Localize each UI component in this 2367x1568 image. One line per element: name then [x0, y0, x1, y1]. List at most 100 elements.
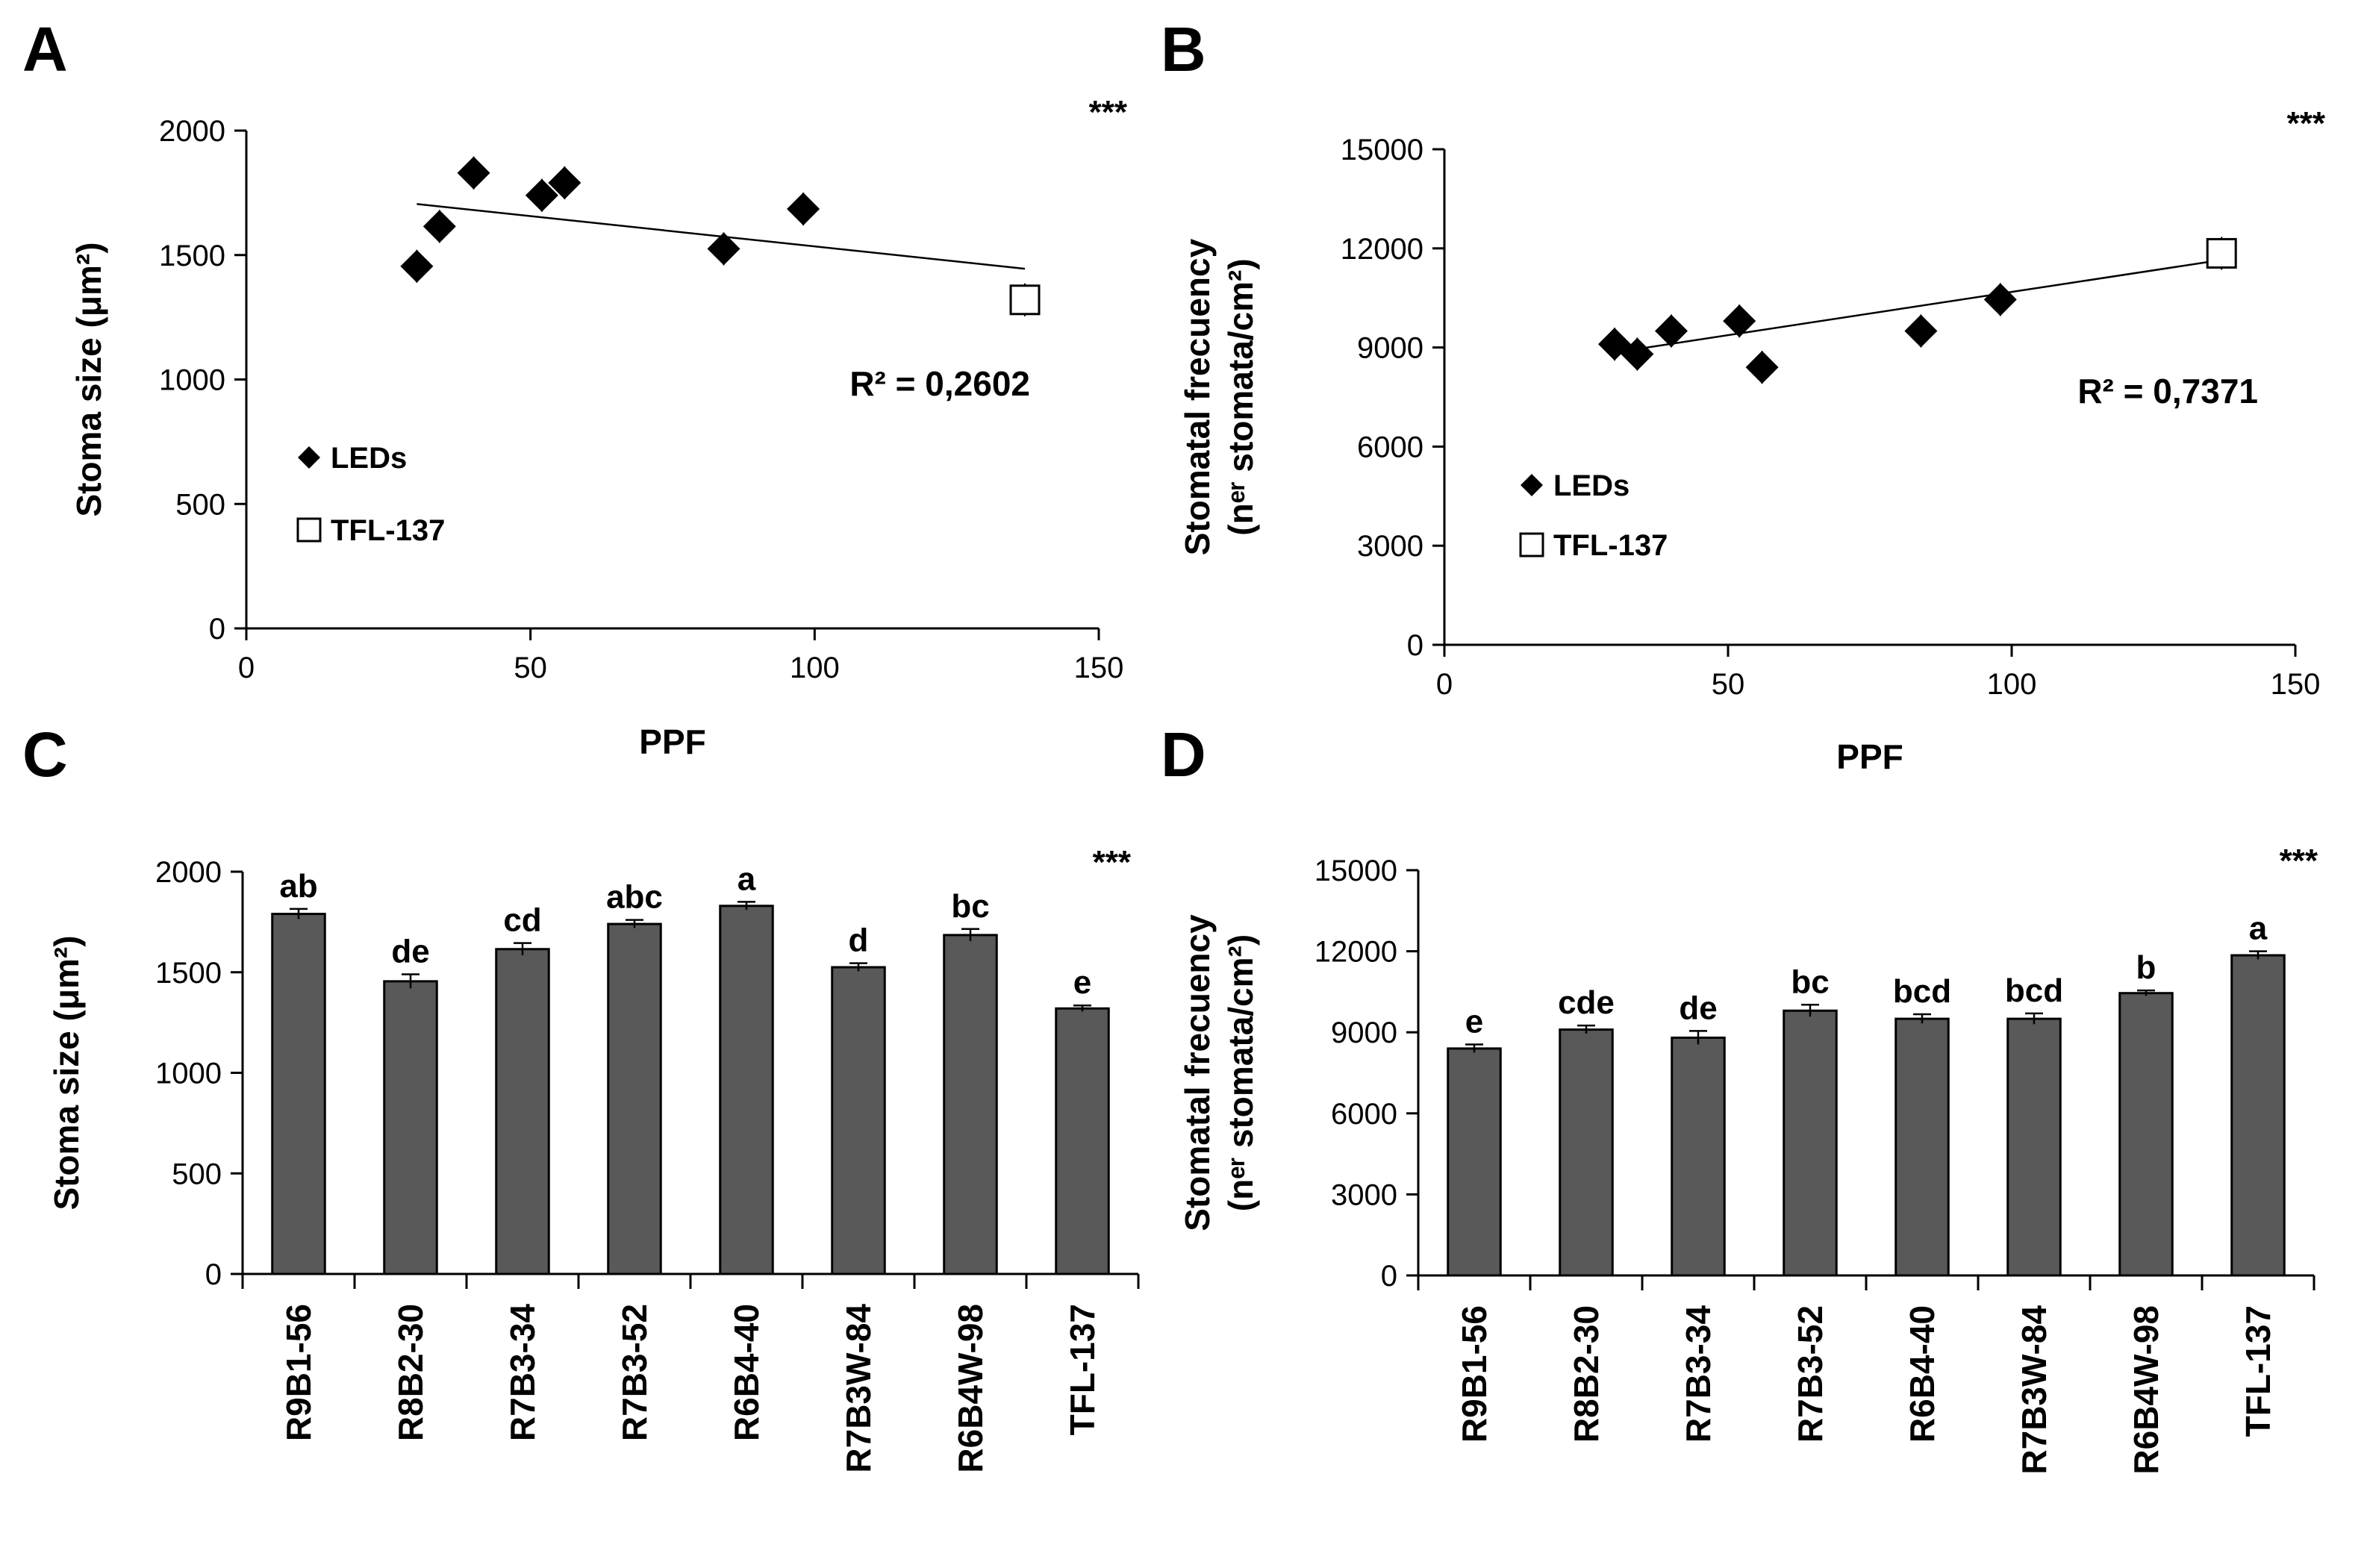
panel-letter: A: [22, 14, 68, 84]
legend-label: LEDs: [331, 442, 407, 475]
y-tick-label: 0: [209, 613, 225, 646]
category-label: R9B1-56: [279, 1304, 318, 1441]
bar: [2230, 954, 2286, 1277]
y-tick-label: 2000: [155, 856, 222, 889]
significance-letter: de: [1679, 990, 1717, 1026]
y-tick-label: 3000: [1331, 1178, 1397, 1211]
data-point-tfl-137: [1009, 284, 1041, 316]
bar: [1671, 1036, 1726, 1277]
data-point-leds: [1723, 304, 1756, 338]
bar: [719, 905, 774, 1275]
y-tick-label: 1000: [159, 364, 225, 397]
legend-label: TFL-137: [331, 514, 445, 547]
significance-letter: ab: [279, 868, 317, 905]
y-axis-title-line2: (nᵉʳ stomata/cm²): [1221, 934, 1260, 1211]
category-label: R7B3W-84: [839, 1304, 878, 1473]
significance-letter: bcd: [2005, 972, 2063, 1009]
y-tick-label: 12000: [1315, 936, 1397, 969]
bar: [495, 948, 550, 1275]
y-tick-label: 1500: [155, 957, 222, 990]
bar: [943, 934, 998, 1275]
y-tick-label: 500: [175, 488, 225, 521]
panel-c: C 0 500 1000 1500 2000 Stoma size (μm²) *** ab R9…: [22, 719, 1140, 1473]
category-label: R7B3-34: [503, 1304, 542, 1442]
panel-a: A 0 500 1000 1500 2000 Stoma size (μm²) *** 0 50 1…: [22, 14, 1128, 761]
bar: [1894, 1017, 1950, 1277]
significance-label: ***: [2280, 843, 2318, 879]
y-tick-label: 0: [1407, 629, 1423, 662]
y-tick-label: 15000: [1315, 855, 1397, 887]
significance-letter: bc: [951, 888, 989, 925]
y-axis-title: Stoma size (μm²): [47, 935, 86, 1210]
significance-label: ***: [1093, 844, 1132, 881]
data-point-leds: [1983, 283, 2017, 316]
x-tick-label: 150: [2271, 668, 2321, 701]
bar: [1055, 1007, 1110, 1275]
data-point-leds: [1904, 314, 1938, 348]
significance-letter: a: [2249, 910, 2268, 947]
bar: [2006, 1017, 2062, 1277]
x-tick-label: 0: [238, 652, 255, 684]
y-axis-title: Stoma size (μm²): [69, 242, 108, 516]
data-point-leds: [707, 232, 740, 266]
panel-d: D 0 3000 6000 9000 12000 15000 Stomatal frecuen…: [1161, 719, 2318, 1475]
bar: [1447, 1047, 1502, 1277]
y-axis-title-line2: (nᵉʳ stomata/cm²): [1221, 258, 1260, 535]
significance-letter: cde: [1558, 984, 1615, 1021]
category-label: R6B4W-98: [951, 1304, 990, 1473]
trendline: [1614, 259, 2222, 354]
x-tick-label: 0: [1436, 668, 1453, 701]
significance-letter: bcd: [1893, 973, 1951, 1010]
y-tick-label: 15000: [1341, 134, 1423, 166]
category-label: R7B3-52: [615, 1304, 654, 1441]
y-tick-label: 6000: [1331, 1098, 1397, 1131]
y-tick-label: 3000: [1357, 530, 1423, 563]
category-label: R7B3W-84: [2015, 1305, 2053, 1475]
y-tick-label: 9000: [1357, 332, 1423, 365]
y-tick-label: 6000: [1357, 431, 1423, 463]
x-axis-title: PPF: [1836, 737, 1903, 776]
y-tick-label: 1500: [159, 240, 225, 272]
category-label: R6B4-40: [1903, 1305, 1942, 1443]
category-label: R6B4-40: [727, 1304, 766, 1441]
y-tick-label: 0: [205, 1258, 222, 1291]
data-point-leds: [1621, 337, 1654, 371]
category-label: R9B1-56: [1455, 1305, 1494, 1443]
significance-letter: b: [2136, 949, 2157, 986]
y-tick-label: 12000: [1341, 233, 1423, 266]
significance-letter: a: [737, 860, 756, 897]
significance-letter: bc: [1791, 963, 1829, 1000]
y-axis-title-line1: Stomatal frecuency: [1178, 238, 1217, 555]
data-point-leds: [457, 156, 490, 190]
legend-marker-tfl: [1519, 532, 1544, 557]
legend-marker-leds: [298, 446, 320, 469]
x-tick-label: 150: [1074, 652, 1124, 684]
data-point-leds: [400, 249, 434, 283]
significance-letter: cd: [503, 902, 541, 939]
bar: [1559, 1028, 1614, 1277]
bar: [271, 913, 326, 1275]
y-tick-label: 9000: [1331, 1016, 1397, 1049]
legend-label: LEDs: [1553, 469, 1630, 502]
x-axis-title: PPF: [639, 722, 705, 761]
data-point-leds: [525, 178, 558, 212]
category-label: R8B2-30: [391, 1304, 430, 1441]
x-tick-label: 50: [1712, 668, 1745, 701]
y-tick-label: 1000: [155, 1058, 222, 1090]
category-label: TFL-137: [2239, 1305, 2277, 1437]
data-point-leds: [548, 166, 581, 200]
bar: [831, 966, 886, 1275]
legend-marker-leds: [1521, 474, 1543, 496]
r-squared-label: R² = 0,2602: [849, 364, 1030, 403]
y-axis-title-line1: Stomatal frecuency: [1178, 914, 1217, 1231]
data-point-leds: [1745, 351, 1779, 384]
bar: [1783, 1009, 1838, 1277]
significance-letter: e: [1073, 964, 1091, 1001]
data-point-leds: [422, 210, 456, 243]
legend-marker-tfl: [296, 517, 322, 543]
significance-letter: de: [391, 933, 429, 969]
significance-label: ***: [2287, 105, 2326, 142]
x-tick-label: 100: [790, 652, 840, 684]
bar: [383, 980, 438, 1275]
data-point-tfl-137: [2206, 237, 2237, 269]
